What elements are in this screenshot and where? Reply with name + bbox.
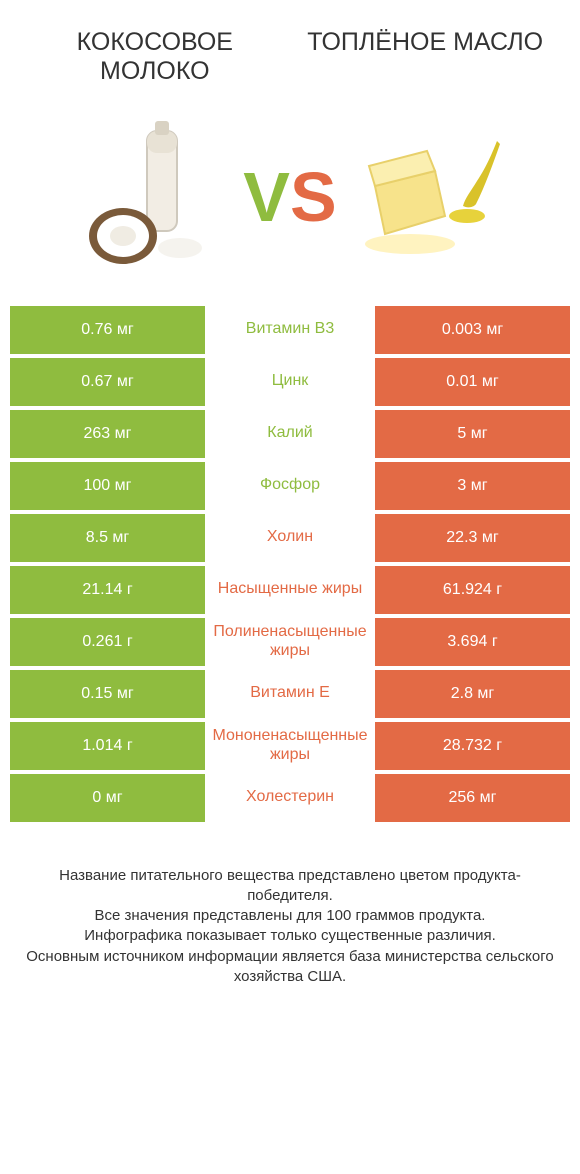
right-product-title: ТОПЛЁНОЕ МАСЛО (300, 28, 550, 86)
right-value-cell: 3 мг (375, 462, 570, 510)
coconut-milk-image (75, 116, 235, 276)
vs-letter-v: V (243, 158, 290, 236)
table-row: 263 мгКалий5 мг (10, 410, 570, 458)
left-value-cell: 0 мг (10, 774, 205, 822)
table-row: 21.14 гНасыщенные жиры61.924 г (10, 566, 570, 614)
right-value-cell: 22.3 мг (375, 514, 570, 562)
left-value-cell: 100 мг (10, 462, 205, 510)
nutrient-name-cell: Полиненасыщенные жиры (205, 618, 375, 666)
table-row: 0.76 мгВитамин B30.003 мг (10, 306, 570, 354)
left-value-cell: 21.14 г (10, 566, 205, 614)
nutrient-name-cell: Калий (205, 410, 375, 458)
table-row: 1.014 гМононенасыщенные жиры28.732 г (10, 722, 570, 770)
left-product-title: КОКОСОВОЕ МОЛОКО (30, 28, 280, 86)
left-value-cell: 8.5 мг (10, 514, 205, 562)
table-row: 8.5 мгХолин22.3 мг (10, 514, 570, 562)
table-row: 0.15 мгВитамин E2.8 мг (10, 670, 570, 718)
right-value-cell: 28.732 г (375, 722, 570, 770)
left-value-cell: 0.67 мг (10, 358, 205, 406)
infographic-container: КОКОСОВОЕ МОЛОКО ТОПЛЁНОЕ МАСЛО VS (0, 0, 580, 1174)
table-row: 0 мгХолестерин256 мг (10, 774, 570, 822)
table-row: 0.261 гПолиненасыщенные жиры3.694 г (10, 618, 570, 666)
footer-line: Все значения представлены для 100 граммо… (25, 906, 555, 926)
right-value-cell: 3.694 г (375, 618, 570, 666)
nutrient-name-cell: Насыщенные жиры (205, 566, 375, 614)
right-value-cell: 256 мг (375, 774, 570, 822)
table-row: 0.67 мгЦинк0.01 мг (10, 358, 570, 406)
nutrient-name-cell: Холестерин (205, 774, 375, 822)
left-value-cell: 0.15 мг (10, 670, 205, 718)
left-value-cell: 1.014 г (10, 722, 205, 770)
nutrient-comparison-table: 0.76 мгВитамин B30.003 мг0.67 мгЦинк0.01… (0, 306, 580, 826)
footer-line: Инфографика показывает только существенн… (25, 926, 555, 946)
vs-label: VS (243, 157, 336, 237)
table-row: 100 мгФосфор3 мг (10, 462, 570, 510)
footer-notes: Название питательного вещества представл… (0, 826, 580, 1008)
right-value-cell: 61.924 г (375, 566, 570, 614)
right-value-cell: 2.8 мг (375, 670, 570, 718)
left-value-cell: 0.76 мг (10, 306, 205, 354)
nutrient-name-cell: Витамин E (205, 670, 375, 718)
left-value-cell: 263 мг (10, 410, 205, 458)
right-value-cell: 0.003 мг (375, 306, 570, 354)
right-value-cell: 0.01 мг (375, 358, 570, 406)
nutrient-name-cell: Мононенасыщенные жиры (205, 722, 375, 770)
footer-line: Основным источником информации является … (25, 947, 555, 988)
product-image-row: VS (0, 96, 580, 306)
left-value-cell: 0.261 г (10, 618, 205, 666)
vs-letter-s: S (290, 158, 337, 236)
right-value-cell: 5 мг (375, 410, 570, 458)
nutrient-name-cell: Холин (205, 514, 375, 562)
nutrient-name-cell: Фосфор (205, 462, 375, 510)
footer-line: Название питательного вещества представл… (25, 866, 555, 907)
ghee-butter-image (345, 116, 505, 276)
header: КОКОСОВОЕ МОЛОКО ТОПЛЁНОЕ МАСЛО (0, 0, 580, 96)
nutrient-name-cell: Витамин B3 (205, 306, 375, 354)
nutrient-name-cell: Цинк (205, 358, 375, 406)
